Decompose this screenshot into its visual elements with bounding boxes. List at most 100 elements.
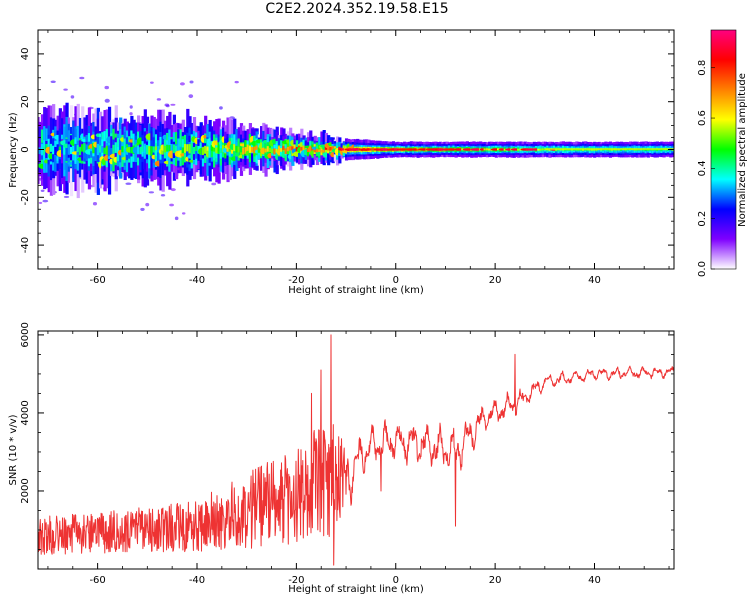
spectrogram-cell xyxy=(181,147,185,154)
colorbar-tick-label: 0.8 xyxy=(697,60,708,76)
spectrogram-cell xyxy=(83,143,87,154)
spectrogram-cell xyxy=(70,95,75,99)
spectrogram-cell xyxy=(327,147,331,151)
spectrogram-cell xyxy=(485,148,490,151)
spectrogram-cell xyxy=(170,143,174,153)
spectrogram-cell xyxy=(143,146,147,153)
spectrogram-cell xyxy=(289,145,293,151)
spectrogram-cell xyxy=(179,82,185,86)
spectrogram-cell xyxy=(539,148,543,151)
snr-panel: -60 -40 -20 0 20 40 2000 4000 6000 Height of st… xyxy=(8,322,675,595)
spectrogram-cell xyxy=(230,147,235,154)
spectrogram-cell xyxy=(172,144,176,154)
spectrogram-cell xyxy=(324,147,329,155)
spectrogram-cell xyxy=(246,144,250,151)
snr-frame xyxy=(37,330,675,570)
spectrogram-cell xyxy=(237,146,241,154)
spectrogram-cell xyxy=(76,145,80,152)
spectrogram-cell xyxy=(300,146,304,151)
spectrogram-cell xyxy=(215,147,219,154)
spectrogram-cell xyxy=(208,143,212,153)
x-tick-label: -40 xyxy=(189,575,205,586)
snr-x-ticks: -60 -40 -20 0 20 40 xyxy=(47,331,670,586)
colorbar-gradient xyxy=(711,30,736,269)
spectrogram-cell xyxy=(160,193,166,197)
spectrogram-cell xyxy=(94,147,98,156)
y-tick-label: -40 xyxy=(20,237,31,253)
spectrogram-cell xyxy=(145,202,150,207)
spectrogram-cell xyxy=(150,81,154,84)
spectrogram-cell xyxy=(282,145,286,150)
spectrogram-cell xyxy=(72,144,76,155)
spectrogram-x-label: Height of straight line (km) xyxy=(288,285,424,296)
spectrogram-cell xyxy=(129,105,133,109)
spectrogram-cell xyxy=(107,145,112,157)
spectrogram-cell xyxy=(164,103,170,107)
spectrogram-cell xyxy=(92,202,98,206)
spectrogram-cell xyxy=(170,103,176,106)
spectrogram-cell xyxy=(206,146,210,153)
spectrogram-cell xyxy=(266,146,270,152)
spectrogram-cell xyxy=(105,145,109,155)
spectrogram-cell xyxy=(611,148,615,151)
spectrogram-cell xyxy=(125,182,132,185)
spectrogram-cell xyxy=(338,146,342,149)
colorbar-ticks: 0.0 0.2 0.4 0.6 0.8 xyxy=(697,60,715,277)
spectrogram-cell xyxy=(189,80,194,84)
y-tick-label: 6000 xyxy=(20,322,31,347)
spectrogram-cell xyxy=(579,148,583,151)
spectrogram-cell xyxy=(43,146,47,155)
spectrogram-cell xyxy=(324,146,329,150)
spectrogram-cell xyxy=(140,207,145,211)
page-title: C2E2.2024.352.19.58.E15 xyxy=(265,1,449,17)
colorbar-tick-label: 0.4 xyxy=(697,160,708,176)
spectrogram-cell xyxy=(110,148,114,155)
colorbar-tick-label: 0.2 xyxy=(697,211,708,227)
spectrogram-cell xyxy=(114,142,118,153)
spectrogram-cell xyxy=(275,142,279,153)
spectrogram-cell xyxy=(177,145,181,154)
snr-y-label: SNR (10 * v/v) xyxy=(8,414,19,485)
x-tick-label: -20 xyxy=(288,275,304,286)
spectrogram-cell xyxy=(358,148,362,151)
spectrogram-cell xyxy=(242,147,246,155)
spectrogram-cell xyxy=(517,148,521,151)
spectrogram-cell xyxy=(239,145,244,153)
spectrogram-cell xyxy=(219,106,223,110)
spectrogram-cell xyxy=(488,148,492,151)
spectrogram-cell xyxy=(255,145,259,151)
spectrogram-cell xyxy=(311,147,315,153)
spectrogram-cell xyxy=(219,148,223,154)
spectrogram-y-ticks: -40 -20 0 20 40 xyxy=(20,41,674,258)
spectrogram-cell xyxy=(163,146,168,153)
spectrogram-cell xyxy=(192,146,197,155)
y-tick-label: 4000 xyxy=(20,400,31,425)
spectrogram-cell xyxy=(483,148,487,151)
y-tick-label: 0 xyxy=(20,146,31,152)
snr-y-ticks: 2000 4000 6000 xyxy=(20,322,674,550)
spectrogram-cell xyxy=(461,148,465,151)
spectrogram-cell xyxy=(257,147,261,153)
spectrogram-cell xyxy=(139,147,143,155)
spectrogram-ridge-line xyxy=(544,148,674,150)
colorbar-tick-label: 0.0 xyxy=(697,261,708,277)
spectrogram-cell xyxy=(217,144,221,152)
spectrogram-cell xyxy=(327,147,331,154)
colorbar-tick-label: 0.6 xyxy=(697,110,708,126)
spectrogram-cell xyxy=(60,142,65,154)
x-tick-label: 40 xyxy=(588,275,601,286)
spectrogram-cell xyxy=(56,144,60,157)
spectrogram-cell xyxy=(201,146,206,156)
spectrogram-cell xyxy=(38,147,42,155)
spectrogram-cell xyxy=(170,188,176,192)
spectrogram-cell xyxy=(280,148,284,152)
spectrogram-cell xyxy=(302,145,306,150)
spectrogram-cell xyxy=(211,182,217,186)
spectrogram-y-label: Frequency (Hz) xyxy=(8,112,19,188)
spectrogram-cell xyxy=(190,145,194,153)
spectrogram-cell xyxy=(537,148,541,151)
spectrogram-cell xyxy=(277,146,282,153)
spectrogram-cell xyxy=(65,147,69,156)
x-tick-label: 0 xyxy=(393,575,399,586)
